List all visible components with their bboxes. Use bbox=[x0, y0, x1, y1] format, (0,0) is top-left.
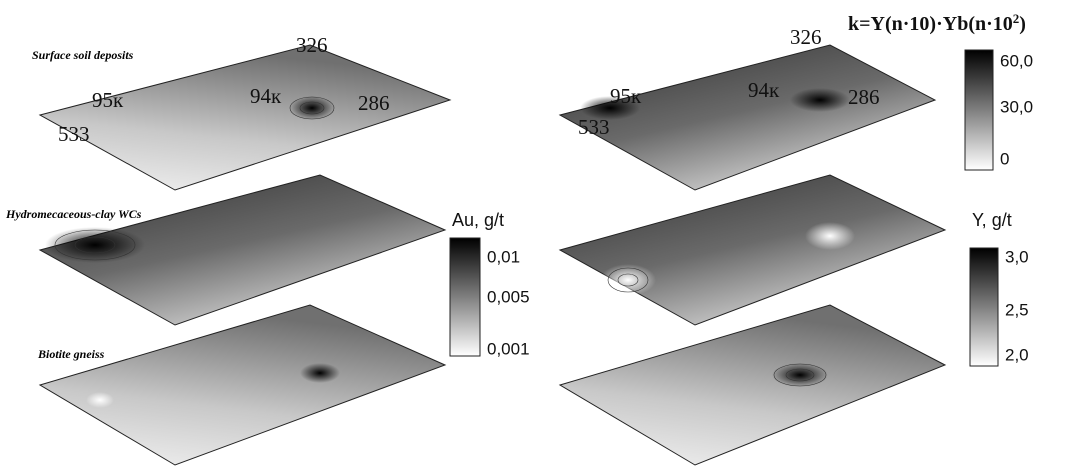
layer-label: Biotite gneiss bbox=[37, 347, 105, 361]
legend-tick: 0,001 bbox=[487, 339, 530, 358]
well-label: 95к bbox=[610, 84, 642, 108]
legend-title: Y, g/t bbox=[972, 210, 1012, 230]
legend-tick: 30,0 bbox=[1000, 97, 1033, 116]
well-label: 286 bbox=[358, 91, 390, 115]
legend-tick: 0 bbox=[1000, 149, 1009, 168]
text-part: ) bbox=[1019, 13, 1026, 35]
layer-label: Surface soil deposits bbox=[32, 48, 134, 62]
well-label: 94к bbox=[748, 78, 780, 102]
text-part: k=Y(n·10)·Yb(n·10 bbox=[848, 13, 1013, 35]
legend-title: k=Y(n·10)·Yb(n·102) bbox=[848, 11, 1026, 35]
well-label: 533 bbox=[578, 115, 610, 139]
layer-label: Hydromecaceous-clay WCs bbox=[5, 207, 142, 221]
legend-tick: 3,0 bbox=[1005, 247, 1029, 266]
legend-title: Au, g/t bbox=[452, 210, 504, 230]
legend-tick: 60,0 bbox=[1000, 51, 1033, 70]
well-label: 326 bbox=[296, 33, 328, 57]
well-label: 94к bbox=[250, 84, 282, 108]
well-label: 95к bbox=[92, 88, 124, 112]
legend-tick: 2,0 bbox=[1005, 345, 1029, 364]
figure: Surface soil deposits Hydromecaceous-cla… bbox=[0, 0, 1071, 468]
legend-tick: 0,01 bbox=[487, 247, 520, 266]
legend-tick: 0,005 bbox=[487, 287, 530, 306]
well-label: 533 bbox=[58, 122, 90, 146]
well-label: 326 bbox=[790, 25, 822, 49]
well-label: 286 bbox=[848, 85, 880, 109]
legend-tick: 2,5 bbox=[1005, 300, 1029, 319]
